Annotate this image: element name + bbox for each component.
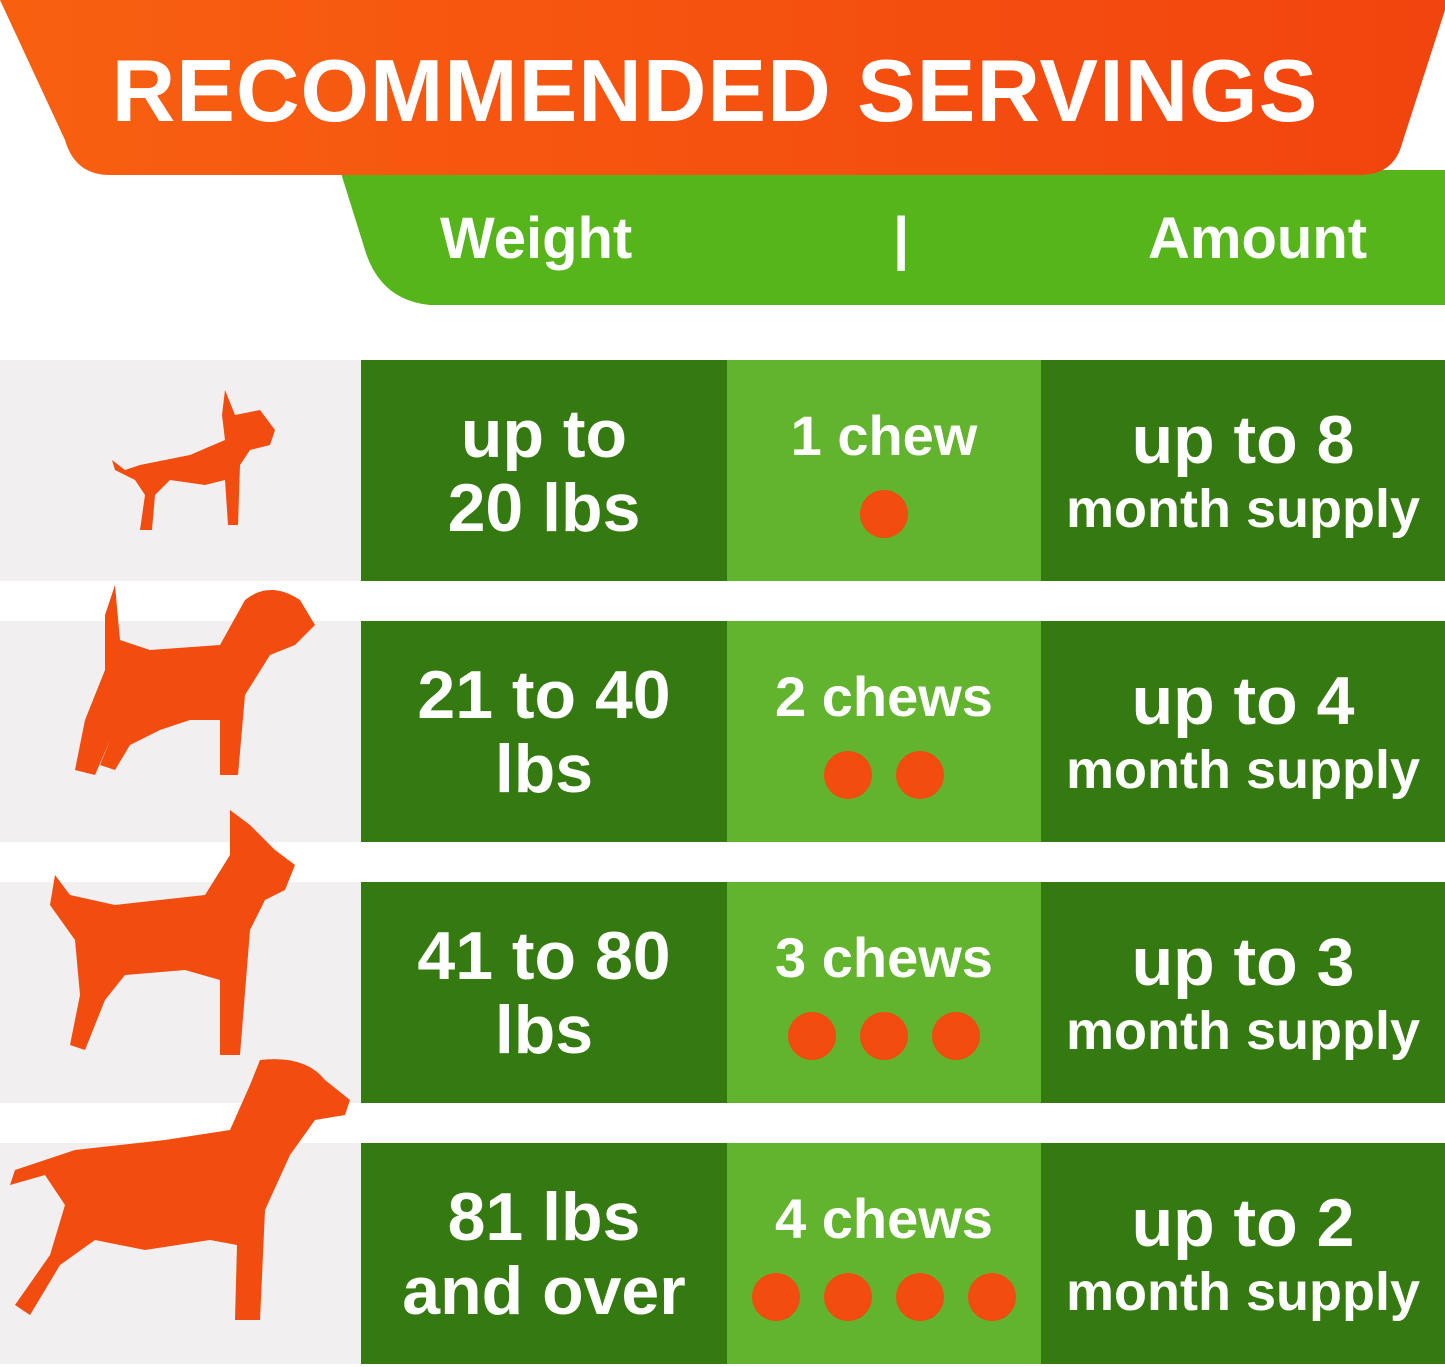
header-banner (0, 0, 1445, 305)
title-band (0, 0, 1445, 175)
large-dog-icon (10, 1059, 350, 1320)
weight-cell: 81 lbs and over (361, 1143, 727, 1364)
amount-header: Amount (1148, 206, 1368, 271)
weight-line2: and over (402, 1252, 686, 1329)
chews-label: 1 chew (790, 404, 978, 467)
chew-dot (968, 1273, 1016, 1321)
amount-line1: up to 3 (1131, 923, 1355, 1000)
chews-label: 3 chews (775, 926, 993, 989)
serving-row: 21 to 40 lbs 2 chews up to 4 month suppl… (0, 621, 1445, 842)
serving-row: 81 lbs and over 4 chews up to 2 month su… (0, 1143, 1445, 1364)
chews-label: 4 chews (775, 1187, 993, 1250)
amount-line1: up to 8 (1131, 401, 1355, 478)
header-separator: | (893, 206, 910, 271)
chew-dot (896, 751, 944, 799)
chew-dot (824, 1273, 872, 1321)
chew-dot (896, 1273, 944, 1321)
weight-line2: lbs (494, 730, 594, 807)
chew-dots (752, 1273, 1016, 1321)
chew-dot (860, 490, 908, 538)
weight-line2: 20 lbs (447, 469, 641, 546)
chew-dots (788, 1012, 980, 1060)
amount-line1: up to 4 (1131, 662, 1355, 739)
amount-cell: up to 4 month supply (1041, 621, 1445, 842)
chews-label: 2 chews (775, 665, 993, 728)
chews-cell: 2 chews (727, 621, 1041, 842)
chews-cell: 1 chew (727, 360, 1041, 581)
chew-dots (860, 490, 908, 538)
weight-line1: 41 to 80 (417, 917, 671, 994)
weight-cell: 21 to 40 lbs (361, 621, 727, 842)
page-title: RECOMMENDED SERVINGS (111, 41, 1319, 140)
chew-dot (752, 1273, 800, 1321)
amount-line2: month supply (1066, 739, 1420, 800)
serving-row: up to 20 lbs 1 chew up to 8 month supply (0, 360, 1445, 581)
weight-cell: up to 20 lbs (361, 360, 727, 581)
chew-dot (860, 1012, 908, 1060)
weight-header: Weight (440, 206, 633, 271)
small-dog-icon (112, 390, 275, 530)
chews-cell: 3 chews (727, 882, 1041, 1103)
amount-cell: up to 2 month supply (1041, 1143, 1445, 1364)
terrier-icon (50, 810, 295, 1055)
weight-line2: lbs (494, 991, 594, 1068)
amount-line2: month supply (1066, 1261, 1420, 1322)
amount-cell: up to 3 month supply (1041, 882, 1445, 1103)
beagle-icon (75, 585, 315, 775)
amount-cell: up to 8 month supply (1041, 360, 1445, 581)
weight-line1: 81 lbs (447, 1178, 641, 1255)
amount-line1: up to 2 (1131, 1184, 1355, 1261)
amount-line2: month supply (1066, 1000, 1420, 1061)
chew-dot (824, 751, 872, 799)
serving-row: 41 to 80 lbs 3 chews up to 3 month suppl… (0, 882, 1445, 1103)
chew-dots (824, 751, 944, 799)
chews-cell: 4 chews (727, 1143, 1041, 1364)
subheader-band (340, 170, 1445, 305)
amount-line2: month supply (1066, 478, 1420, 539)
weight-cell: 41 to 80 lbs (361, 882, 727, 1103)
weight-line1: up to (460, 395, 628, 472)
weight-line1: 21 to 40 (417, 656, 671, 733)
chew-dot (932, 1012, 980, 1060)
chew-dot (788, 1012, 836, 1060)
